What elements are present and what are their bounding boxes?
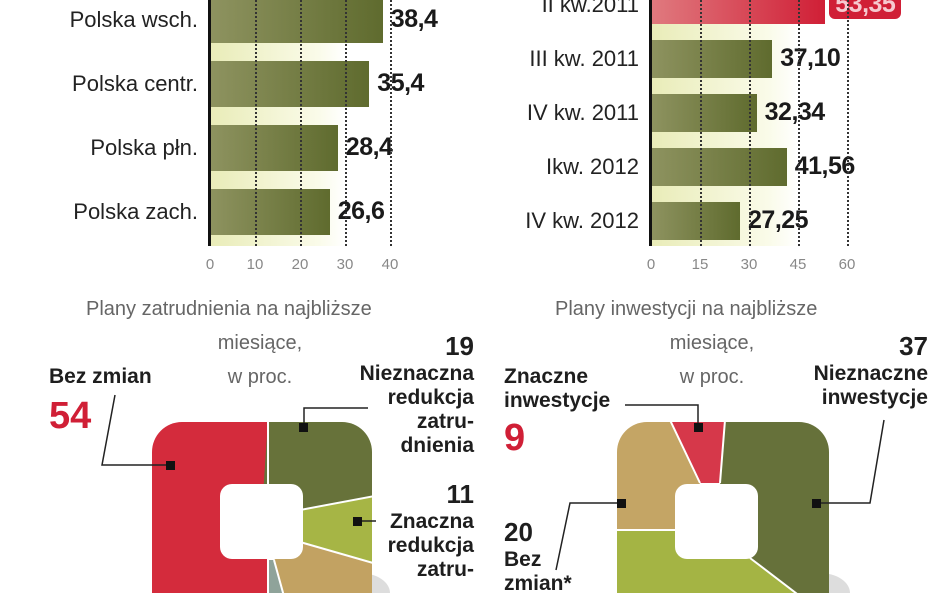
value-nieznaczna: 19: [445, 331, 474, 361]
label-line: Nieznaczne: [813, 362, 928, 385]
tick-label: 30: [336, 256, 354, 273]
gridline: [798, 0, 800, 246]
label-znaczne: Znaczne inwestycje: [504, 365, 610, 413]
gridline: [700, 0, 702, 246]
donut-hole: [220, 484, 303, 559]
category-label: Polska zach.: [73, 199, 198, 224]
y-axis: [208, 0, 211, 246]
value-bez-zmian: 54: [49, 395, 92, 437]
title-line: miesiące,: [217, 332, 303, 354]
label-line: Bez: [504, 548, 542, 571]
bar: [651, 148, 787, 186]
label-line: Znaczna: [389, 510, 474, 533]
tick-label: 0: [205, 256, 215, 273]
y-axis: [649, 0, 652, 246]
value-znaczne: 9: [504, 417, 526, 459]
bar: [651, 202, 741, 240]
title-line: miesiące,: [669, 332, 755, 354]
label-line: inwestycje: [504, 389, 611, 412]
slice-tan: [274, 542, 372, 593]
tick-label: 60: [838, 256, 856, 273]
bar: [210, 189, 330, 235]
value-label: 41,56: [794, 152, 856, 180]
bar: [651, 40, 773, 78]
tick-label: 15: [691, 256, 709, 273]
gridline: [847, 0, 849, 246]
category-label: Ikw. 2012: [546, 154, 639, 179]
gridline: [300, 0, 302, 246]
bar: [651, 0, 826, 24]
value-nieznaczne: 37: [899, 331, 928, 361]
label-nieznaczne: Nieznaczne inwestycje: [814, 362, 928, 410]
tick-label: 30: [740, 256, 758, 273]
label-line: Nieznaczna: [359, 362, 474, 385]
category-label: II kw.2011: [541, 0, 639, 17]
slice-light-green: [617, 530, 805, 593]
title-line: w proc.: [679, 366, 745, 388]
gridline: [749, 0, 751, 246]
gridline: [255, 0, 257, 246]
label-line: zatru-: [416, 410, 474, 433]
label-line: redukcja: [387, 386, 474, 409]
tick-label: 45: [789, 256, 807, 273]
category-label: IV kw. 2012: [525, 208, 639, 233]
slice-small: [268, 560, 285, 593]
title-line: w proc.: [227, 366, 293, 388]
tick-label: 40: [381, 256, 399, 273]
label-znaczna: Znaczna redukcja zatru-: [388, 510, 474, 582]
label-nieznaczna: Nieznaczna redukcja zatru- dnienia: [360, 362, 474, 458]
tick-label: 10: [246, 256, 264, 273]
category-label: Polska płn.: [90, 135, 198, 160]
label-bez-zmian: Bez zmian: [49, 365, 152, 388]
chart-subtitle: miesiące, w proc.: [652, 326, 772, 394]
label-bez-zmian-inw: Bez zmian*: [504, 548, 572, 596]
tick-label: 0: [646, 256, 656, 273]
label-line: redukcja: [387, 534, 474, 557]
category-label: IV kw. 2011: [526, 100, 639, 125]
chart-title: Plany zatrudnienia na najbliższe: [86, 292, 372, 326]
value-znaczna: 11: [446, 479, 475, 509]
bar: [210, 0, 383, 43]
value-label: 35,4: [377, 69, 424, 97]
value-label: 28,4: [345, 133, 393, 161]
tick-label: 20: [291, 256, 309, 273]
label-line: zatru-: [416, 558, 474, 581]
donut-hole: [675, 484, 758, 559]
category-label: III kw. 2011: [529, 46, 639, 71]
label-line: inwestycje: [821, 386, 928, 409]
bar: [210, 125, 338, 171]
label-line: Znaczne: [504, 365, 589, 388]
value-label: 32,34: [764, 98, 826, 126]
label-line: dnienia: [400, 434, 474, 457]
value-bez-zmian-inw: 20: [504, 517, 533, 547]
category-label: Polska wsch.: [69, 7, 198, 32]
label-line: zmian*: [504, 572, 572, 595]
gridline: [390, 0, 392, 246]
value-label: 38,4: [390, 5, 438, 33]
value-label: 37,10: [780, 44, 841, 72]
chart-subtitle: miesiące, w proc.: [200, 326, 320, 394]
category-label: Polska centr.: [72, 71, 198, 96]
gridline: [345, 0, 347, 246]
slice-znaczne-inwestycje: [670, 422, 725, 483]
bar: [210, 61, 370, 107]
chart-title: Plany inwestycji na najbliższe: [555, 292, 817, 326]
slice-nieznaczne-inwestycje: [720, 422, 829, 593]
title-line: Plany zatrudnienia na najbliższe: [86, 298, 372, 320]
title-line: Plany inwestycji na najbliższe: [555, 298, 818, 320]
bar: [651, 94, 757, 132]
